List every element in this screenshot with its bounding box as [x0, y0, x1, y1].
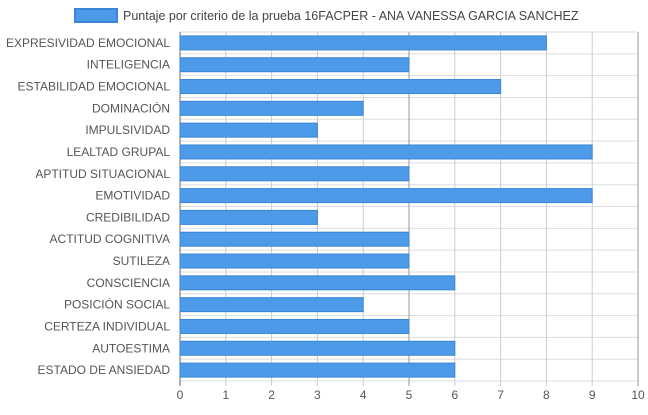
bar[interactable] [179, 253, 410, 269]
bar[interactable] [179, 209, 318, 225]
legend[interactable]: Puntaje por criterio de la prueba 16FACP… [74, 8, 579, 23]
x-tick-label: 6 [451, 388, 458, 402]
category-label: EXPRESIVIDAD EMOCIONAL [6, 36, 170, 50]
x-tick-label: 7 [497, 388, 504, 402]
category-label: LEALTAD GRUPAL [67, 145, 171, 159]
category-label: CERTEZA INDIVIDUAL [44, 319, 170, 333]
category-label: IMPULSIVIDAD [85, 123, 170, 137]
x-tick-label: 5 [406, 388, 413, 402]
x-tick-label: 3 [314, 388, 321, 402]
bar[interactable] [179, 122, 318, 138]
x-tick-label: 9 [589, 388, 596, 402]
bar[interactable] [179, 188, 593, 204]
x-tick-label: 1 [222, 388, 229, 402]
x-tick-label: 4 [360, 388, 367, 402]
bar[interactable] [179, 79, 502, 95]
x-axis-ticks: 0 1 2 3 4 5 6 7 8 9 10 [177, 388, 645, 402]
bar[interactable] [179, 275, 456, 291]
category-label: ESTABILIDAD EMOCIONAL [18, 80, 171, 94]
bar[interactable] [179, 340, 456, 356]
category-label: INTELIGENCIA [87, 58, 170, 72]
bars [179, 35, 593, 378]
legend-swatch[interactable] [74, 8, 118, 23]
category-label: POSICIÓN SOCIAL [64, 297, 170, 312]
category-label: ESTADO DE ANSIEDAD [38, 363, 171, 377]
x-tick-label: 2 [268, 388, 275, 402]
category-label: DOMINACIÓN [92, 100, 170, 115]
bar[interactable] [179, 166, 410, 182]
bar[interactable] [179, 231, 410, 247]
bar[interactable] [179, 362, 456, 378]
x-tick-label: 10 [631, 388, 645, 402]
legend-label[interactable]: Puntaje por criterio de la prueba 16FACP… [123, 9, 579, 23]
bar[interactable] [179, 297, 364, 313]
category-label: EMOTIVIDAD [95, 189, 170, 203]
category-label: APTITUD SITUACIONAL [35, 167, 170, 181]
bar[interactable] [179, 144, 593, 160]
x-tick-label: 0 [177, 388, 184, 402]
bar[interactable] [179, 57, 410, 73]
category-label: SUTILEZA [113, 254, 170, 268]
category-label: AUTOESTIMA [92, 341, 170, 355]
category-labels: EXPRESIVIDAD EMOCIONAL INTELIGENCIA ESTABI… [6, 36, 170, 377]
bar[interactable] [179, 318, 410, 334]
bar[interactable] [179, 100, 364, 116]
category-label: ACTITUD COGNITIVA [50, 232, 170, 246]
category-label: CREDIBILIDAD [86, 210, 170, 224]
category-label: CONSCIENCIA [87, 276, 170, 290]
x-tick-label: 8 [543, 388, 550, 402]
bar[interactable] [179, 35, 547, 51]
